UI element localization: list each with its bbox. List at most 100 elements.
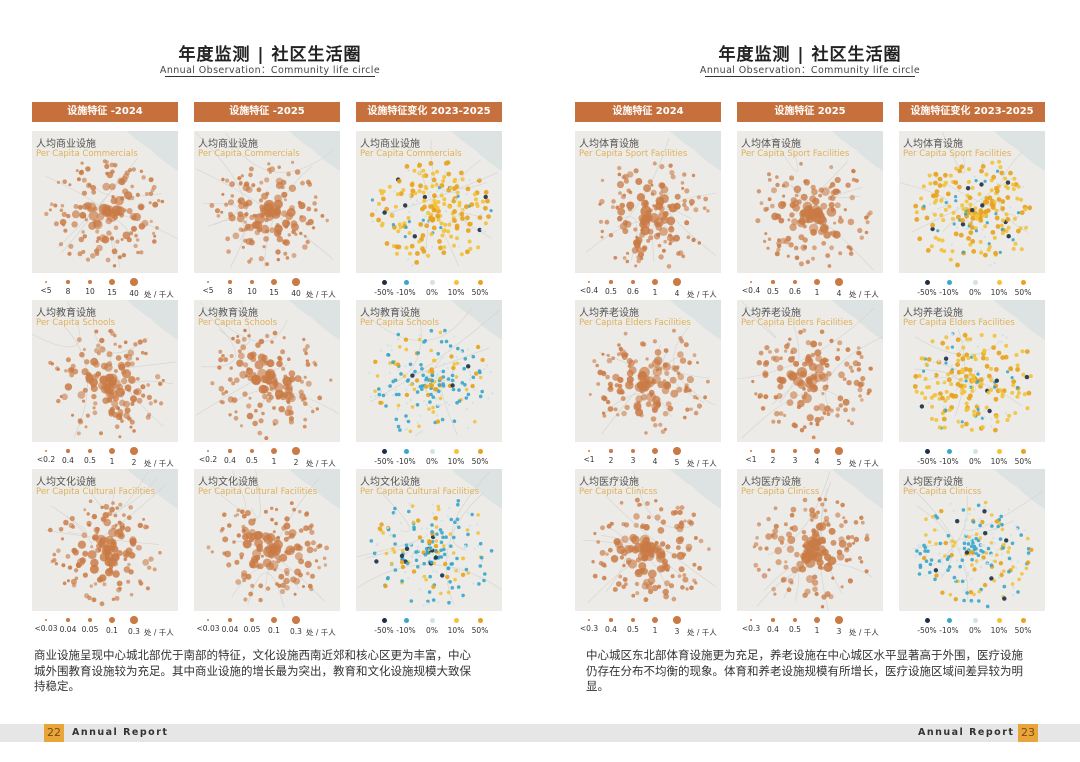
map-point [53, 203, 58, 208]
legend-dot [477, 279, 483, 285]
map-point [982, 544, 986, 547]
map-point [101, 550, 105, 554]
map-point [755, 536, 759, 540]
map-point [965, 533, 968, 536]
legend-label: 0.5 [767, 286, 779, 296]
map-point [633, 522, 639, 528]
map-point [248, 239, 255, 246]
map-point [837, 217, 844, 224]
map-point [850, 369, 855, 373]
map-point [971, 373, 976, 378]
map-point [942, 380, 945, 383]
map-point [399, 372, 403, 376]
facility-map-panel: 人均教育设施 Per Capita Schools [32, 300, 178, 442]
map-point [993, 427, 998, 433]
legend-label: 15 [269, 288, 279, 298]
map-point [54, 562, 59, 566]
map-point [619, 202, 625, 209]
map-point [980, 355, 986, 361]
map-point [114, 523, 118, 527]
map-point [275, 582, 279, 586]
map-point [241, 513, 247, 519]
map-point [754, 392, 758, 396]
map-point [1004, 412, 1008, 415]
map-point [431, 225, 437, 231]
map-point [1000, 340, 1003, 344]
map-point [221, 354, 225, 358]
map-point [998, 561, 1004, 566]
map-point [148, 191, 154, 197]
map-point [966, 356, 971, 360]
map-point [983, 224, 988, 229]
map-point [789, 202, 796, 209]
map-point [387, 184, 392, 189]
map-point [624, 404, 630, 411]
map-point [983, 506, 986, 509]
map-point [136, 250, 140, 255]
map-point [418, 384, 423, 389]
map-point [1000, 227, 1004, 232]
map-point [79, 211, 87, 219]
map-point [607, 406, 614, 412]
map-point [1003, 354, 1009, 360]
map-point [416, 372, 419, 375]
map-point [670, 389, 679, 398]
map-point [148, 201, 152, 205]
map-point [452, 362, 456, 366]
legend-label: -50% [374, 625, 394, 635]
map-point [955, 519, 960, 524]
map-point [59, 208, 64, 213]
map-point [983, 209, 989, 215]
map-point [639, 221, 647, 229]
map-point [137, 339, 143, 345]
map-point [953, 180, 959, 185]
map-point [964, 401, 969, 406]
map-point [820, 549, 825, 554]
map-point [62, 581, 67, 586]
map-point [60, 537, 65, 541]
map-point [949, 369, 955, 375]
map-point [797, 399, 805, 408]
map-point [130, 401, 135, 406]
map-point [679, 357, 687, 364]
legend-dot [228, 449, 232, 453]
map-point [986, 546, 991, 551]
map-point [773, 523, 779, 529]
legend-item: 0.1 [100, 616, 124, 635]
map-point [933, 218, 937, 222]
map-point [929, 558, 934, 562]
legend-item: 1 [643, 616, 667, 635]
map-point [600, 178, 605, 183]
legend-dot [403, 448, 409, 454]
map-point [804, 355, 812, 363]
map-point [669, 170, 675, 176]
map-point [1024, 349, 1030, 354]
legend-label: 1 [109, 457, 115, 467]
map-point [418, 183, 423, 189]
map-point [812, 586, 818, 592]
map-point [1026, 551, 1031, 555]
panel-subtitle: Per Capita Schools [360, 318, 440, 328]
title-rule [165, 76, 375, 77]
legend-item: -50% [372, 278, 396, 297]
map-point [421, 168, 426, 173]
map-point [73, 204, 79, 209]
map-point [819, 329, 825, 335]
map-point [449, 517, 454, 522]
map-point [622, 193, 626, 197]
map-point [696, 361, 699, 365]
map-point [974, 370, 977, 373]
map-point [389, 213, 394, 218]
map-point [616, 352, 621, 357]
map-point [54, 366, 60, 371]
map-point [996, 182, 999, 185]
map-point [416, 421, 419, 424]
map-point [245, 367, 254, 375]
map-point [955, 210, 958, 213]
map-point [966, 236, 971, 241]
map-point [432, 358, 436, 363]
map-point [420, 246, 425, 252]
map-point [470, 227, 473, 230]
map-point [677, 351, 684, 358]
map-point [977, 599, 981, 603]
